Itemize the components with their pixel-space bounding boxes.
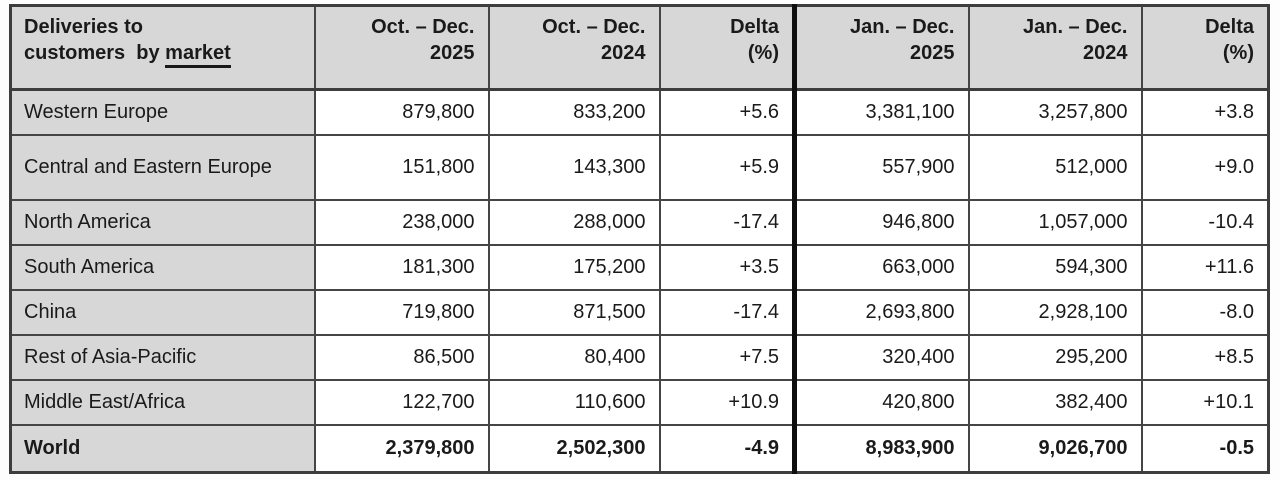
column-header-line1: Oct. – Dec. [542, 16, 646, 38]
value-cell: 382,400 [967, 378, 1143, 426]
value-cell: 2,379,800 [313, 423, 490, 474]
column-header-oct-dec-2024: Oct. – Dec. 2024 [487, 4, 661, 91]
table-row-middle-east-africa: Middle East/Africa 122,700 110,600 +10.9… [9, 378, 1270, 426]
value-cell: 512,000 [967, 133, 1143, 201]
column-header-line1: Delta [730, 16, 779, 38]
market-cell: South America [9, 243, 316, 291]
market-header-underlined-word: market [165, 42, 231, 69]
value-cell: 871,500 [487, 288, 661, 336]
column-header-line2: (%) [747, 42, 779, 65]
value-cell: 143,300 [487, 133, 661, 201]
table-row-china: China 719,800 871,500 -17.4 2,693,800 2,… [9, 288, 1270, 336]
column-header-oct-dec-2025: Oct. – Dec. 2025 [313, 4, 490, 91]
value-cell: +7.5 [658, 333, 796, 381]
market-cell: Rest of Asia-Pacific [9, 333, 316, 381]
column-header-jan-dec-2025: Jan. – Dec. 2025 [792, 4, 970, 91]
market-header-line2-prefix: customers by [24, 42, 166, 65]
column-header-line2: 2025 [910, 42, 955, 65]
value-cell: 594,300 [967, 243, 1143, 291]
market-cell: China [9, 288, 316, 336]
value-cell: 557,900 [792, 133, 970, 201]
table-row-rest-of-asia-pacific: Rest of Asia-Pacific 86,500 80,400 +7.5 … [9, 333, 1270, 381]
column-header-line1: Jan. – Dec. [1022, 16, 1128, 38]
value-cell: 288,000 [487, 198, 661, 246]
value-cell: 3,381,100 [792, 88, 970, 136]
market-header-line1: Deliveries to [24, 16, 143, 38]
value-cell: +10.1 [1140, 378, 1270, 426]
value-cell: 663,000 [792, 243, 970, 291]
value-cell: 151,800 [313, 133, 490, 201]
value-cell: +5.9 [658, 133, 796, 201]
value-cell: 879,800 [313, 88, 490, 136]
column-header-line1: Oct. – Dec. [371, 16, 475, 38]
market-header-line2: customers by market [24, 40, 308, 69]
value-cell: 8,983,900 [792, 423, 970, 474]
value-cell: +10.9 [658, 378, 796, 426]
value-cell: +11.6 [1140, 243, 1270, 291]
value-cell: 3,257,800 [967, 88, 1143, 136]
column-header-jan-dec-2024: Jan. – Dec. 2024 [967, 4, 1143, 91]
value-cell: 946,800 [792, 198, 970, 246]
value-cell: 2,928,100 [967, 288, 1143, 336]
value-cell: 181,300 [313, 243, 490, 291]
value-cell: -8.0 [1140, 288, 1270, 336]
table-row-central-eastern-europe: Central and Eastern Europe 151,800 143,3… [9, 133, 1270, 201]
value-cell: +3.5 [658, 243, 796, 291]
value-cell: -4.9 [658, 423, 796, 474]
value-cell: 420,800 [792, 378, 970, 426]
value-cell: +9.0 [1140, 133, 1270, 201]
value-cell: 110,600 [487, 378, 661, 426]
value-cell: 9,026,700 [967, 423, 1143, 474]
market-column-header: Deliveries to customers by market [9, 4, 316, 91]
value-cell: 2,693,800 [792, 288, 970, 336]
value-cell: 1,057,000 [967, 198, 1143, 246]
column-header-delta-q4: Delta (%) [658, 4, 796, 91]
column-header-line2: 2024 [1083, 42, 1128, 65]
value-cell: +8.5 [1140, 333, 1270, 381]
value-cell: +3.8 [1140, 88, 1270, 136]
column-header-line1: Jan. – Dec. [849, 16, 955, 38]
value-cell: 238,000 [313, 198, 490, 246]
market-cell: Western Europe [9, 88, 316, 136]
column-header-line1: Delta [1205, 16, 1254, 38]
market-cell: North America [9, 198, 316, 246]
market-cell: World [9, 423, 316, 474]
market-cell: Middle East/Africa [9, 378, 316, 426]
table-row-north-america: North America 238,000 288,000 -17.4 946,… [9, 198, 1270, 246]
value-cell: 86,500 [313, 333, 490, 381]
value-cell: -0.5 [1140, 423, 1270, 474]
deliveries-by-market-table: Deliveries to customers by market Oct. –… [9, 4, 1270, 474]
column-header-delta-fy: Delta (%) [1140, 4, 1270, 91]
column-header-line2: (%) [1222, 42, 1254, 65]
value-cell: 80,400 [487, 333, 661, 381]
table-row-western-europe: Western Europe 879,800 833,200 +5.6 3,38… [9, 88, 1270, 136]
value-cell: 295,200 [967, 333, 1143, 381]
column-header-line2: 2024 [601, 42, 646, 65]
value-cell: 833,200 [487, 88, 661, 136]
value-cell: 175,200 [487, 243, 661, 291]
table-row-south-america: South America 181,300 175,200 +3.5 663,0… [9, 243, 1270, 291]
value-cell: 2,502,300 [487, 423, 661, 474]
value-cell: 320,400 [792, 333, 970, 381]
value-cell: -17.4 [658, 288, 796, 336]
table-row-world-total: World 2,379,800 2,502,300 -4.9 8,983,900… [9, 423, 1270, 474]
value-cell: 122,700 [313, 378, 490, 426]
column-header-line2: 2025 [430, 42, 475, 65]
header-row: Deliveries to customers by market Oct. –… [9, 4, 1270, 91]
market-cell: Central and Eastern Europe [9, 133, 316, 201]
value-cell: +5.6 [658, 88, 796, 136]
value-cell: 719,800 [313, 288, 490, 336]
value-cell: -10.4 [1140, 198, 1270, 246]
value-cell: -17.4 [658, 198, 796, 246]
